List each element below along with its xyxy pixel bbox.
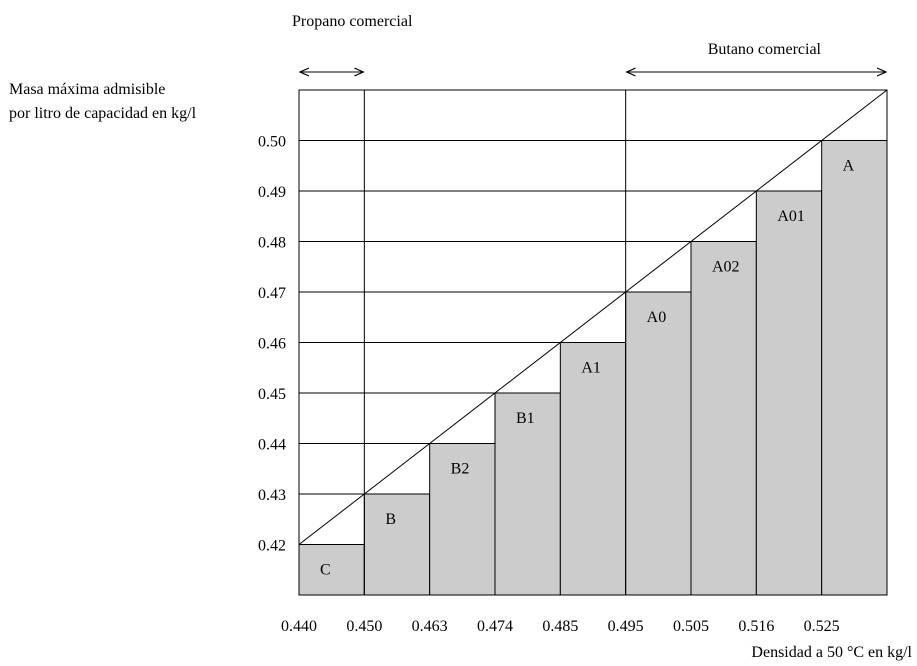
x-axis-label: Densidad a 50 °C en kg/l [751,644,912,661]
diagonal [298,89,888,545]
x-tick-0.525: 0.525 [804,618,840,635]
x-tick-0.440: 0.440 [281,618,317,635]
x-tick-0.505: 0.505 [673,618,709,635]
x-tick-labels: 0.440 0.450 0.463 0.474 0.485 0.495 0.505 0.516… [281,618,840,635]
bar-a1 [559,342,627,596]
bar-label-b1: B1 [516,410,535,427]
y-axis-label-line-1: Masa máxima admisible [9,81,165,98]
y-tick-0.44: 0.44 [258,437,286,454]
bar-a01 [755,190,823,596]
bars: C B B2 B1 A1 A0 A02 A01 A [298,140,888,596]
y-tick-0.46: 0.46 [258,336,286,353]
x-tick-0.450: 0.450 [346,618,382,635]
bar-label-a01: A01 [777,208,805,225]
y-tick-0.42: 0.42 [258,538,286,555]
y-tick-0.48: 0.48 [258,235,286,252]
x-tick-0.495: 0.495 [608,618,644,635]
y-tick-0.49: 0.49 [258,184,286,201]
y-tick-labels: 0.42 0.43 0.44 0.45 0.46 0.47 0.48 0.49 0.50 [258,134,286,555]
y-axis-label-line-2: por litro de capacidad en kg/l [9,105,197,122]
x-tick-0.474: 0.474 [477,618,513,635]
plot-border [298,89,888,596]
bar-label-a: A [843,158,855,175]
bar-b1 [494,392,561,596]
diagonal-line [298,89,888,545]
bar-label-b2: B2 [451,461,470,478]
y-tick-0.43: 0.43 [258,487,286,504]
x-tick-0.463: 0.463 [412,618,448,635]
bar-label-a02: A02 [712,259,740,276]
y-tick-0.50: 0.50 [258,134,286,151]
y-tick-0.45: 0.45 [258,386,286,403]
ranges: Propano comercial Butano comercial [292,13,886,72]
x-tick-0.516: 0.516 [738,618,774,635]
x-tick-0.485: 0.485 [542,618,578,635]
bar-b [363,493,431,596]
bar-label-a1: A1 [581,360,601,377]
bar-b2 [429,443,496,596]
bar-label-a0: A0 [647,309,667,326]
bar-label-c: C [320,562,331,579]
bar-a02 [690,241,757,596]
bar-label-b: B [385,511,396,528]
range-label-0: Propano comercial [292,13,413,30]
bar-c [298,544,365,596]
bar-a [821,140,888,596]
plot-frame [298,89,888,596]
y-tick-0.47: 0.47 [258,285,286,302]
range-label-1: Butano comercial [708,41,822,58]
bar-a0 [625,291,692,596]
